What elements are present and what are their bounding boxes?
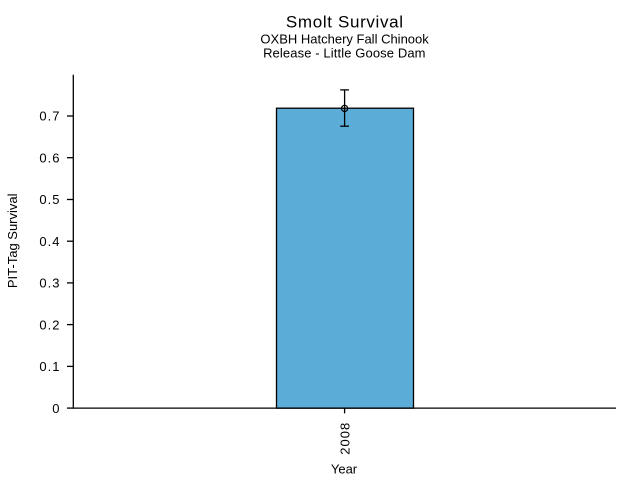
svg-text:Release - Little Goose Dam: Release - Little Goose Dam (263, 46, 426, 61)
svg-text:OXBH Hatchery Fall Chinook: OXBH Hatchery Fall Chinook (260, 32, 429, 47)
svg-text:Smolt Survival: Smolt Survival (286, 12, 404, 31)
svg-text:0.5: 0.5 (39, 192, 60, 207)
svg-text:0.7: 0.7 (39, 109, 60, 124)
svg-text:0.1: 0.1 (39, 359, 60, 374)
svg-text:0.3: 0.3 (39, 276, 60, 291)
svg-text:Year: Year (331, 462, 358, 477)
svg-text:2008: 2008 (337, 422, 352, 455)
svg-text:PIT-Tag Survival: PIT-Tag Survival (5, 193, 20, 288)
svg-text:0.2: 0.2 (39, 317, 60, 332)
svg-text:0: 0 (52, 401, 60, 416)
svg-text:0.6: 0.6 (39, 150, 60, 165)
svg-text:0.4: 0.4 (39, 234, 60, 249)
